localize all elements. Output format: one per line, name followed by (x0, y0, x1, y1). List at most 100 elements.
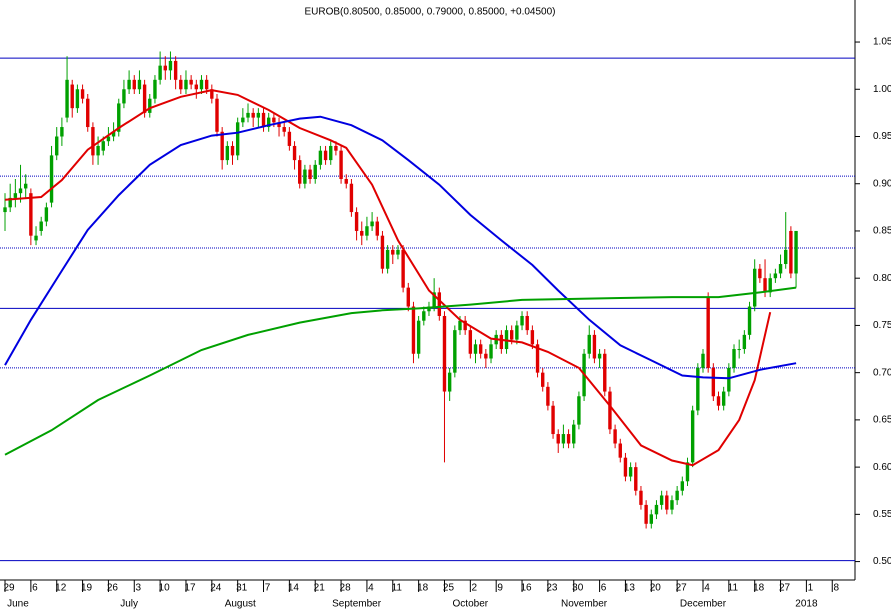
candle-body (163, 65, 167, 71)
candle-body (282, 127, 286, 132)
candle-body (235, 122, 240, 156)
candle-body (329, 145, 333, 161)
month-label: 2018 (795, 599, 818, 610)
candle-body (370, 221, 374, 227)
candle-body (8, 197, 12, 208)
candle-body (587, 334, 591, 354)
candle-body (179, 79, 183, 90)
x-tick-label: 14 (288, 583, 300, 594)
candle-body (525, 315, 529, 331)
candle-body (401, 249, 405, 288)
candle-body (220, 131, 224, 161)
x-tick-label: 4 (704, 583, 710, 594)
y-tick-label: 0.55 (873, 509, 891, 520)
candle-body (561, 434, 566, 444)
x-tick-label: 8 (833, 583, 839, 594)
candle-body (711, 367, 716, 397)
candle-body (509, 330, 514, 340)
candle-body (458, 320, 462, 331)
month-label: November (561, 599, 608, 610)
candle-body (318, 150, 323, 165)
candle-body (292, 145, 297, 161)
candle-body (55, 136, 59, 156)
candle-body (706, 297, 710, 368)
candle-body (122, 89, 126, 104)
candle-body (266, 117, 271, 128)
candle-body (639, 490, 643, 505)
x-tick-label: 27 (676, 583, 688, 594)
x-tick-label: 12 (55, 583, 67, 594)
candle-body (453, 330, 457, 373)
x-tick-label: 16 (520, 583, 532, 594)
candle-body (65, 79, 69, 118)
x-tick-label: 10 (159, 583, 171, 594)
candle-body (499, 334, 504, 350)
x-tick-label: 19 (81, 583, 93, 594)
month-label: June (7, 599, 29, 610)
candle-body (117, 103, 121, 132)
candle-body (623, 457, 628, 477)
candle-body (613, 429, 617, 444)
candle-body (334, 145, 338, 151)
candle-body (721, 391, 726, 406)
candle-body (349, 183, 354, 213)
candle-body (484, 353, 488, 359)
month-label: October (453, 599, 489, 610)
x-tick-label: 31 (236, 583, 248, 594)
candle-body (184, 79, 188, 90)
candle-body (137, 79, 142, 90)
candle-body (251, 112, 255, 118)
candle-body (427, 306, 431, 312)
y-tick-label: 0.70 (873, 367, 891, 378)
x-tick-label: 20 (650, 583, 662, 594)
candle-body (3, 207, 7, 213)
candle-body (437, 292, 442, 316)
candle-body (473, 344, 478, 354)
x-tick-label: 13 (624, 583, 636, 594)
candle-body (189, 79, 193, 85)
candle-body (194, 84, 199, 90)
candle-body (44, 207, 49, 222)
candle-body (732, 349, 736, 368)
candle-body (597, 353, 602, 359)
x-tick-label: 18 (753, 583, 765, 594)
candle-body (592, 334, 597, 359)
candle-body (520, 315, 524, 326)
candle-body (411, 306, 416, 354)
candle-body (396, 249, 400, 255)
candle-body (86, 98, 90, 128)
candle-body (60, 127, 64, 137)
candle-body (153, 79, 157, 99)
candle-body (773, 273, 778, 279)
x-tick-label: 4 (368, 583, 374, 594)
candle-body (546, 386, 550, 406)
candle-body (742, 334, 747, 350)
x-tick-label: 11 (728, 583, 739, 594)
candle-body (758, 268, 762, 279)
month-label: September (332, 599, 382, 610)
x-tick-label: 18 (417, 583, 429, 594)
candle-body (132, 79, 136, 90)
candle-body (416, 320, 421, 354)
x-tick-label: 6 (601, 583, 607, 594)
chart-title: EUROB(0.80500, 0.85000, 0.79000, 0.85000… (304, 7, 555, 18)
x-tick-label: 11 (392, 583, 403, 594)
y-tick-label: 0.90 (873, 178, 891, 189)
candle-body (696, 367, 700, 411)
candle-body (261, 112, 266, 128)
y-tick-label: 0.85 (873, 226, 891, 237)
candle-body (360, 230, 364, 236)
candle-body (654, 504, 659, 515)
y-tick-label: 1.05 (873, 37, 891, 48)
candle-body (716, 396, 721, 406)
candle-body (391, 249, 395, 255)
candle-body (210, 89, 214, 99)
candle-body (675, 490, 679, 501)
candle-body (556, 434, 560, 444)
candle-body (618, 443, 622, 458)
candle-body (148, 98, 152, 113)
candle-body (541, 372, 545, 387)
candle-body (530, 330, 535, 345)
candle-body (778, 264, 783, 274)
month-label: July (120, 599, 138, 610)
